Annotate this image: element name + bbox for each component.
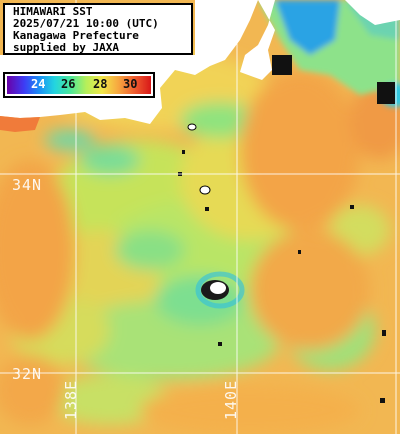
lon-label: 140E xyxy=(222,379,240,420)
region-line: Kanagawa Prefecture xyxy=(13,29,139,42)
island-1 xyxy=(199,185,211,195)
colorbar-tick: 26 xyxy=(61,77,76,91)
colorbar-tick: 28 xyxy=(93,77,108,91)
cloud-mask-ne xyxy=(377,82,395,104)
colorbar-legend: 24 26 28 30 xyxy=(3,72,155,98)
colorbar-tick: 30 xyxy=(123,77,138,91)
lat-label: 32N xyxy=(12,365,43,383)
title-line: HIMAWARI SST xyxy=(13,5,93,18)
datetime-line: 2025/07/21 10:00 (UTC) xyxy=(13,17,159,30)
land-miura xyxy=(240,0,275,80)
land-boso xyxy=(345,0,400,25)
lat-label: 34N xyxy=(12,176,43,194)
supplier-line: supplied by JAXA xyxy=(13,41,119,54)
lon-label: 138E xyxy=(62,379,80,420)
colorbar-gradient xyxy=(7,76,151,94)
title-box: HIMAWARI SST 2025/07/21 10:00 (UTC) Kana… xyxy=(3,3,193,55)
colorbar-tick: 24 xyxy=(31,77,46,91)
island-hachijo xyxy=(210,282,226,294)
island-2 xyxy=(187,123,197,131)
